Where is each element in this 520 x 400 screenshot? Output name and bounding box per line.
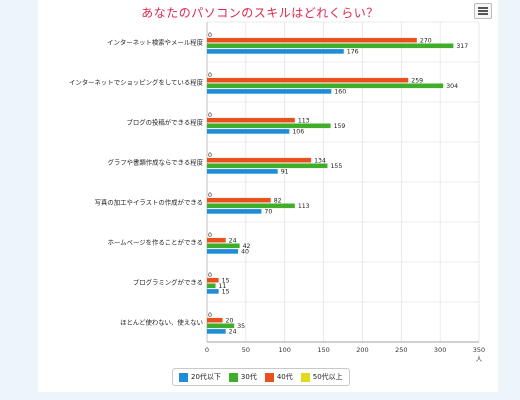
category-label: インターネット検索やメール程度: [107, 38, 203, 47]
chart-menu-button[interactable]: [474, 3, 492, 19]
data-label: 70: [264, 209, 272, 216]
data-label: 106: [292, 129, 304, 136]
data-label: 159: [334, 123, 346, 130]
data-label: 91: [281, 169, 289, 176]
legend-swatch: [264, 372, 274, 382]
category-label: グラフや書類作成ならできる程度: [107, 158, 203, 167]
bar: [207, 317, 223, 323]
legend-swatch: [300, 372, 310, 382]
data-label: 11: [219, 283, 227, 290]
data-label: 0: [208, 72, 212, 79]
data-label: 24: [229, 237, 237, 244]
x-axis-label: 人: [476, 355, 483, 363]
data-label: 176: [347, 49, 359, 56]
bar: [207, 329, 226, 334]
x-tick-label: 50: [242, 346, 250, 354]
data-label: 35: [237, 323, 245, 330]
data-label: 113: [298, 203, 310, 210]
data-label: 0: [208, 192, 212, 199]
bar: [207, 237, 226, 243]
bar: [207, 323, 235, 329]
x-tick-label: 150: [317, 346, 329, 354]
data-label: 40: [241, 249, 249, 256]
bar: [207, 283, 216, 289]
category-label: ほとんど使わない、使えない: [120, 318, 203, 327]
bar: [207, 77, 409, 83]
legend-label: 50代以上: [312, 373, 343, 381]
data-label: 15: [222, 277, 230, 284]
category-label: プログラミングができる: [133, 278, 203, 287]
data-label: 24: [229, 329, 237, 336]
bar: [207, 203, 295, 209]
data-label: 0: [208, 312, 212, 319]
legend-label: 40代: [276, 373, 293, 381]
bar: [207, 277, 219, 283]
category-label: 写真の加工やイラストの作成ができる: [95, 198, 203, 207]
legend-item[interactable]: 30代: [228, 372, 257, 382]
data-label: 304: [446, 83, 458, 90]
category-label: インターネットでショッピングをしている程度: [69, 78, 204, 87]
bar: [207, 197, 271, 203]
data-label: 42: [243, 243, 251, 250]
data-label: 259: [411, 77, 423, 84]
legend-swatch: [228, 372, 238, 382]
data-label: 0: [208, 152, 212, 159]
x-tick-label: 0: [205, 346, 209, 354]
data-label: 20: [226, 317, 234, 324]
data-label: 317: [456, 43, 468, 50]
bar: [207, 157, 312, 163]
bar: [207, 89, 332, 94]
data-label: 15: [222, 289, 230, 296]
bar: [207, 209, 262, 214]
bar: [207, 169, 278, 174]
x-tick-label: 100: [279, 346, 291, 354]
data-label: 0: [208, 32, 212, 39]
legend-item[interactable]: 50代以上: [300, 372, 343, 382]
bar: [207, 37, 417, 43]
category-label: ブログの投稿ができる程度: [126, 118, 203, 127]
data-label: 155: [330, 163, 342, 170]
chart-title: あなたのパソコンのスキルはどれくらい？: [141, 6, 379, 20]
menu-icon-line: [478, 13, 488, 15]
x-tick-label: 250: [395, 346, 407, 354]
legend-swatch: [179, 372, 188, 382]
x-tick-label: 350: [473, 346, 485, 354]
legend-item[interactable]: 40代: [264, 372, 293, 382]
data-label: 82: [274, 197, 282, 204]
legend-item[interactable]: 20代以下: [179, 372, 221, 382]
data-label: 113: [298, 117, 310, 124]
legend-label: 30代: [240, 373, 257, 381]
chart-panel: [38, 0, 498, 392]
x-tick-label: 200: [356, 346, 368, 354]
legend-label: 20代以下: [191, 373, 221, 381]
data-label: 160: [334, 89, 346, 96]
bar: [207, 123, 331, 129]
data-label: 0: [208, 112, 212, 119]
data-label: 134: [314, 157, 326, 164]
data-label: 0: [208, 272, 212, 279]
bar: [207, 49, 344, 54]
category-label: ホームページを作ることができる: [108, 238, 203, 247]
bar: [207, 163, 328, 169]
menu-icon-line: [478, 10, 488, 12]
bar: [207, 129, 290, 134]
bar: [207, 117, 295, 123]
menu-icon: [478, 7, 488, 9]
bar: [207, 289, 219, 294]
bar: [207, 83, 444, 89]
data-label: 0: [208, 232, 212, 239]
bar: [207, 249, 239, 254]
data-label: 270: [420, 37, 432, 44]
bar: [207, 43, 454, 49]
bar: [207, 243, 240, 249]
chart-legend: 20代以下 30代 40代 50代以上: [172, 368, 350, 386]
x-tick-label: 300: [434, 346, 446, 354]
